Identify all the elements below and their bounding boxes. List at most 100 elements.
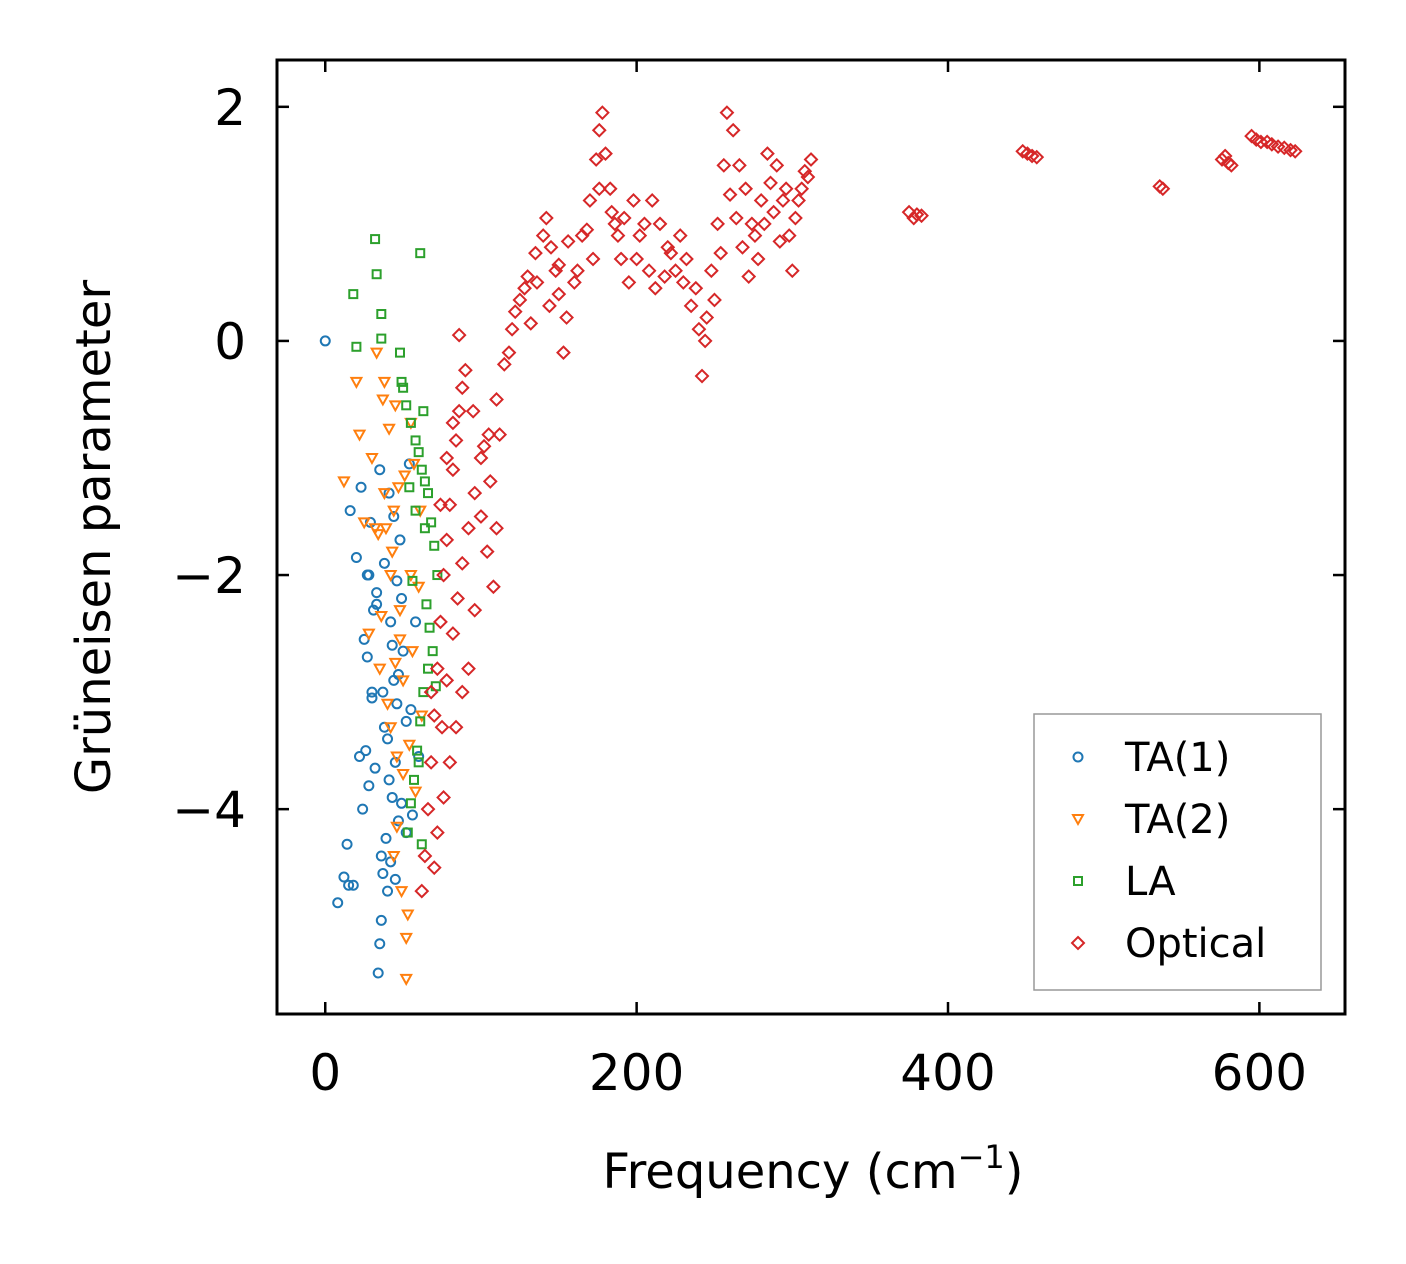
data-point — [373, 663, 387, 676]
data-point — [710, 216, 726, 232]
data-point — [404, 570, 418, 583]
data-point — [371, 529, 385, 542]
data-point — [382, 423, 396, 436]
data-point — [800, 169, 816, 185]
data-point — [461, 661, 476, 677]
data-point — [377, 686, 389, 698]
series-ta-2- — [337, 347, 429, 986]
data-point — [1287, 143, 1303, 159]
data-point — [451, 403, 467, 419]
data-point — [357, 803, 369, 815]
data-point — [750, 251, 766, 267]
data-point — [415, 716, 426, 727]
data-point — [485, 579, 501, 595]
data-point — [436, 790, 451, 805]
data-point — [391, 575, 403, 587]
data-point — [433, 614, 448, 630]
data-point — [591, 122, 607, 138]
data-point — [713, 245, 729, 261]
x-axis-title-superscript: −1 — [958, 1138, 1005, 1176]
data-point — [716, 157, 732, 173]
data-point — [423, 488, 434, 499]
legend-item: LA — [1073, 859, 1176, 905]
data-point — [374, 464, 386, 476]
data-point — [410, 435, 421, 446]
data-point — [560, 234, 576, 249]
data-point — [368, 604, 380, 616]
data-point — [504, 321, 520, 337]
data-point — [909, 207, 925, 222]
data-point — [512, 292, 528, 308]
data-point — [492, 427, 508, 442]
data-point — [803, 152, 819, 167]
data-point — [396, 675, 410, 688]
data-point — [454, 380, 470, 396]
data-point — [352, 429, 367, 442]
data-point — [457, 362, 473, 378]
data-point — [683, 298, 699, 314]
y-tick-labels: 2 0 −2 −4 — [172, 79, 246, 839]
data-points — [319, 105, 1303, 986]
data-point — [386, 791, 398, 803]
data-point — [378, 557, 390, 569]
data-point — [551, 286, 567, 302]
data-point — [535, 228, 551, 243]
data-point — [388, 657, 403, 670]
data-point — [371, 587, 383, 599]
data-point — [637, 216, 652, 232]
data-point — [429, 661, 445, 677]
data-point — [376, 333, 387, 344]
data-point — [419, 476, 430, 487]
data-point — [906, 210, 922, 226]
data-point — [574, 228, 590, 243]
data-point — [778, 181, 794, 197]
data-point — [393, 605, 407, 618]
data-point — [442, 754, 458, 770]
data-point — [585, 251, 601, 267]
data-point — [399, 973, 413, 986]
legend-item: TA(1) — [1072, 735, 1230, 781]
data-point — [401, 400, 412, 411]
legend-items: TA(1) TA(2) LA Optical — [1070, 735, 1266, 967]
data-point — [476, 438, 492, 454]
data-point — [400, 715, 412, 727]
data-point — [604, 204, 620, 220]
data-point — [399, 932, 413, 945]
data-point — [341, 838, 353, 850]
data-point — [528, 245, 543, 261]
data-point — [728, 210, 744, 226]
data-point — [396, 769, 410, 782]
data-point — [419, 523, 430, 534]
data-point — [350, 551, 362, 563]
y-tick-label: −4 — [172, 781, 246, 839]
data-point — [380, 832, 392, 844]
data-point — [697, 333, 713, 349]
data-point — [426, 860, 442, 876]
data-point — [338, 871, 350, 883]
data-point — [362, 628, 376, 641]
data-point — [707, 292, 722, 308]
data-point — [416, 464, 427, 475]
data-point — [411, 581, 426, 594]
data-point — [747, 228, 763, 243]
data-point — [588, 152, 604, 167]
data-point — [489, 520, 504, 536]
data-point — [772, 234, 788, 249]
data-point — [489, 392, 504, 407]
data-point — [451, 327, 467, 343]
data-point — [394, 347, 405, 358]
data-point — [414, 883, 430, 899]
legend-marker — [1070, 935, 1086, 951]
data-point — [393, 634, 407, 647]
data-point — [427, 646, 438, 657]
data-point — [349, 376, 364, 389]
data-point — [722, 187, 738, 203]
data-point — [598, 146, 613, 162]
y-tick-label: 0 — [214, 313, 246, 371]
data-point — [416, 839, 427, 850]
data-point — [657, 269, 673, 284]
data-point — [344, 505, 356, 517]
data-point — [394, 886, 409, 899]
data-point — [377, 488, 392, 501]
data-point — [473, 509, 489, 524]
